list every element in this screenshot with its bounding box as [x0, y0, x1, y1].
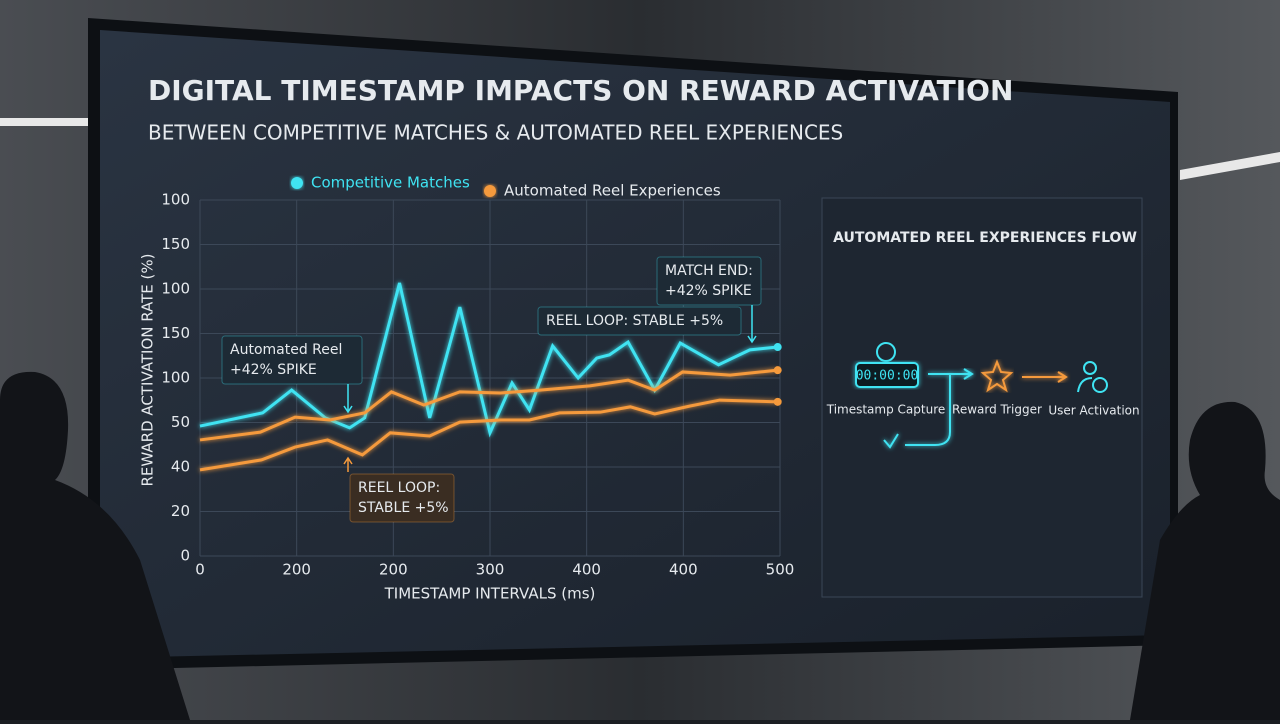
- y-tick-label: 50: [171, 413, 190, 431]
- annotation-arrow: [343, 384, 353, 414]
- flow-panel: [821, 197, 1143, 598]
- y-axis-label: REWARD ACTIVATION RATE (%): [139, 253, 157, 486]
- legend-marker: [484, 185, 496, 197]
- ceiling-light: [0, 118, 90, 126]
- user-icon: [1077, 377, 1093, 393]
- x-tick-label: 400: [669, 561, 698, 579]
- flow-diagram: AUTOMATED REEL EXPERIENCES FLOW 00:00:00…: [826, 230, 1140, 449]
- y-tick-label: 100: [161, 369, 190, 387]
- flow-step: Reward Trigger: [952, 403, 1042, 417]
- x-axis-label: TIMESTAMP INTERVALS (ms): [384, 585, 596, 603]
- annotation: +42% SPIKE: [230, 362, 317, 378]
- series-line: [199, 398, 778, 472]
- annotation-arrow: [747, 305, 757, 344]
- y-tick-label: 20: [171, 502, 190, 520]
- y-tick-label: 150: [161, 324, 190, 342]
- annotation: REEL LOOP:: [358, 480, 440, 496]
- x-tick-label: 400: [572, 561, 601, 579]
- annotation-box: [537, 306, 742, 336]
- series-line: [199, 368, 778, 442]
- user-icon: [1083, 361, 1097, 375]
- stopwatch-icon: [876, 342, 896, 362]
- end-point: [773, 366, 782, 375]
- loop-arrow: [883, 374, 951, 449]
- audience-silhouette: [0, 371, 190, 720]
- annotation-arrow: [343, 456, 353, 472]
- end-point: [773, 397, 782, 406]
- audience-silhouette: [1130, 401, 1280, 720]
- chart-subtitle: BETWEEN COMPETITIVE MATCHES & AUTOMATED …: [148, 121, 843, 145]
- annotation: REEL LOOP: STABLE +5%: [546, 313, 723, 329]
- annotation-box: [349, 473, 455, 523]
- chart: DIGITAL TIMESTAMP IMPACTS ON REWARD ACTI…: [139, 74, 1014, 603]
- x-tick-label: 200: [379, 561, 408, 579]
- y-tick-label: 100: [161, 280, 190, 298]
- star-icon: [980, 359, 1014, 393]
- series-line: [199, 282, 778, 438]
- annotation: Automated Reel: [230, 342, 342, 358]
- arrow: [1022, 371, 1068, 383]
- y-tick-label: 40: [171, 458, 190, 476]
- y-tick-label: 150: [161, 235, 190, 253]
- ceiling-light: [1180, 152, 1280, 180]
- y-tick-label: 100: [161, 191, 190, 209]
- flow-step: User Activation: [1048, 404, 1139, 418]
- legend-label: Competitive Matches: [311, 174, 470, 192]
- x-tick-label: 500: [766, 561, 795, 579]
- timer-box: [855, 362, 919, 388]
- annotation: STABLE +5%: [358, 500, 449, 516]
- annotation: MATCH END:: [665, 263, 753, 279]
- x-tick-label: 0: [195, 561, 205, 579]
- legend-label: Automated Reel Experiences: [504, 182, 721, 200]
- x-tick-label: 300: [476, 561, 505, 579]
- annotation-box: [221, 335, 363, 385]
- legend-marker: [291, 177, 303, 189]
- check-icon: [1092, 377, 1108, 393]
- x-tick-label: 200: [282, 561, 311, 579]
- y-tick-label: 0: [180, 547, 190, 565]
- annotation-box: [656, 256, 762, 306]
- chart-title: DIGITAL TIMESTAMP IMPACTS ON REWARD ACTI…: [148, 74, 1013, 107]
- annotation: +42% SPIKE: [665, 283, 752, 299]
- flow-step: Timestamp Capture: [826, 403, 946, 417]
- flow-title: AUTOMATED REEL EXPERIENCES FLOW: [833, 230, 1137, 246]
- end-point: [773, 343, 782, 352]
- timer: 00:00:00: [856, 369, 919, 384]
